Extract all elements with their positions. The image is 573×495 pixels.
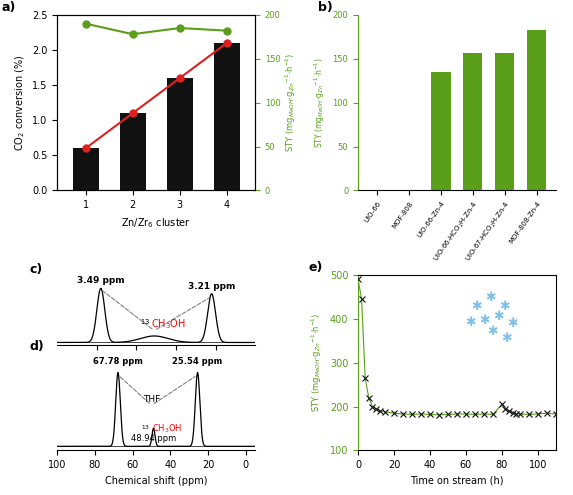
Bar: [431, 72, 450, 191]
Text: ✱: ✱: [480, 314, 490, 327]
Bar: [214, 43, 240, 191]
Text: ✱: ✱: [501, 332, 512, 345]
Text: 3.21 ppm: 3.21 ppm: [188, 283, 236, 292]
Text: d): d): [30, 340, 44, 353]
Y-axis label: STY (mg$_{MeOH}$$\cdot$g$_{Zn}$$^{-1}$$\cdot$h$^{-1}$): STY (mg$_{MeOH}$$\cdot$g$_{Zn}$$^{-1}$$\…: [312, 57, 327, 148]
Y-axis label: STY (mg$_{MeOH}$$\cdot$g$_{Zn}$$^{-1}$$\cdot$h$^{-1}$): STY (mg$_{MeOH}$$\cdot$g$_{Zn}$$^{-1}$$\…: [310, 313, 324, 412]
Text: ✱: ✱: [493, 310, 504, 323]
Text: e): e): [308, 261, 323, 274]
Text: 3.49 ppm: 3.49 ppm: [77, 276, 125, 285]
Bar: [73, 148, 99, 191]
Text: $^{13}$: $^{13}$: [142, 425, 151, 434]
Text: ✱: ✱: [487, 325, 498, 338]
Bar: [464, 52, 482, 191]
Bar: [167, 78, 193, 191]
Text: ✱: ✱: [465, 316, 476, 329]
X-axis label: Chemical shift (ppm): Chemical shift (ppm): [105, 476, 207, 486]
Text: CH$_3$OH: CH$_3$OH: [151, 317, 186, 331]
Text: $^{13}$: $^{13}$: [140, 319, 150, 329]
Bar: [527, 30, 546, 191]
Text: b): b): [319, 1, 333, 14]
Text: CH$_3$OH: CH$_3$OH: [151, 423, 182, 435]
Text: 67.78 ppm: 67.78 ppm: [93, 357, 143, 366]
Text: ✱: ✱: [507, 317, 517, 331]
Bar: [495, 52, 515, 191]
Text: ✱: ✱: [472, 300, 482, 313]
Y-axis label: CO$_2$ conversion (%): CO$_2$ conversion (%): [13, 54, 26, 151]
Text: THF: THF: [143, 395, 160, 404]
Text: 25.54 ppm: 25.54 ppm: [172, 357, 223, 366]
Bar: [120, 113, 146, 191]
Text: ✱: ✱: [499, 300, 509, 313]
Y-axis label: STY (mg$_{MeOH}$$\cdot$g$_{Zn}$$^{-1}$$\cdot$h$^{-1}$): STY (mg$_{MeOH}$$\cdot$g$_{Zn}$$^{-1}$$\…: [284, 53, 298, 152]
Text: c): c): [30, 263, 43, 276]
X-axis label: Time on stream (h): Time on stream (h): [410, 476, 504, 486]
Text: ✱: ✱: [485, 291, 496, 304]
Text: a): a): [2, 1, 16, 14]
X-axis label: Zn/Zr$_6$ cluster: Zn/Zr$_6$ cluster: [121, 216, 191, 230]
Text: 48.94 ppm: 48.94 ppm: [131, 435, 176, 444]
